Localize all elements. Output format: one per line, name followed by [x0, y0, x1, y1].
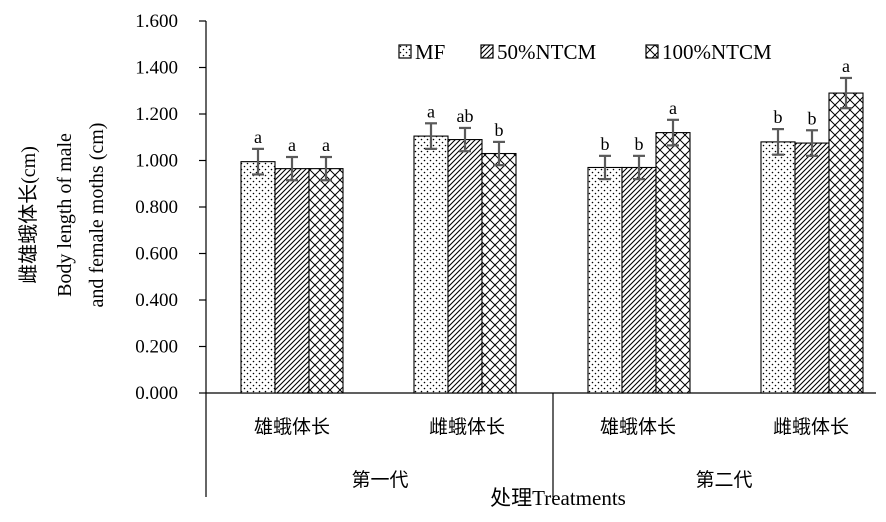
group-label-1: 第一代 — [351, 469, 408, 491]
significance-label: a — [669, 98, 677, 118]
category-label-4: 雌蛾体长 — [773, 416, 849, 438]
error-bars — [252, 76, 852, 182]
y-tick-label: 0.800 — [135, 197, 178, 218]
significance-label: a — [427, 101, 435, 121]
category-label-3: 雄蛾体长 — [600, 416, 676, 438]
legend-label-mf: MF — [415, 40, 445, 64]
x-axis-title: 处理Treatments — [490, 486, 626, 510]
bar-100-ntcm — [481, 152, 517, 394]
significance-label: a — [842, 56, 850, 76]
bar-50-ntcm — [794, 142, 830, 394]
y-axis-title-line-2: Body length of male — [54, 133, 76, 297]
y-tick-label: 1.400 — [135, 58, 178, 79]
bar-mf — [413, 135, 449, 394]
legend-label-50-ntcm: 50%NTCM — [497, 40, 596, 64]
y-ticks: 0.000 0.200 0.400 0.600 0.800 1.000 1.200 1.400… — [135, 11, 206, 404]
significance-label: b — [774, 107, 783, 127]
significance-label: b — [495, 120, 504, 140]
legend-label-100-ntcm: 100%NTCM — [662, 40, 772, 64]
bar-100-ntcm — [828, 92, 864, 394]
significance-label: a — [322, 135, 330, 155]
y-axis-title-line-1: 雌雄蛾体长(cm) — [17, 146, 40, 284]
bars — [240, 92, 864, 394]
y-tick-label: 0.400 — [135, 290, 178, 311]
significance-label: b — [808, 108, 817, 128]
bar-50-ntcm — [274, 168, 310, 394]
significance-label: a — [254, 127, 262, 147]
category-label-2: 雌蛾体长 — [429, 416, 505, 438]
legend-swatch-mf — [398, 44, 412, 59]
bar-mf — [240, 161, 276, 394]
category-label-1: 雄蛾体长 — [254, 416, 330, 438]
significance-label: ab — [457, 106, 474, 126]
bar-50-ntcm — [621, 166, 657, 394]
y-tick-label: 1.200 — [135, 104, 178, 125]
bar-100-ntcm — [655, 132, 691, 394]
significance-label: b — [601, 134, 610, 154]
bar-50-ntcm — [447, 139, 483, 394]
y-tick-label: 1.000 — [135, 151, 178, 172]
bar-100-ntcm — [308, 168, 344, 394]
legend-swatch-100-ntcm — [645, 44, 659, 59]
legend-swatch-50-ntcm — [480, 44, 494, 59]
bar-mf — [760, 141, 796, 394]
group-label-2: 第二代 — [695, 469, 752, 491]
significance-label: b — [635, 134, 644, 154]
y-tick-label: 0.600 — [135, 244, 178, 265]
y-axis-title-line-3: and female moths (cm) — [86, 123, 108, 308]
y-tick-label: 0.200 — [135, 337, 178, 358]
bar-mf — [587, 166, 623, 394]
significance-label: a — [288, 135, 296, 155]
y-tick-label: 1.600 — [135, 11, 178, 32]
y-tick-label: 0.000 — [135, 383, 178, 404]
legend: MF 50%NTCM 100%NTCM — [398, 40, 772, 64]
